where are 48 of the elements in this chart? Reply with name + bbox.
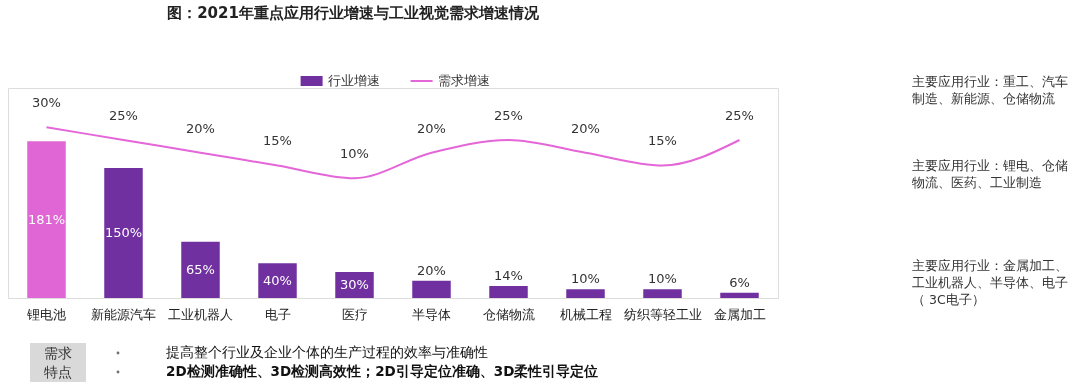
text: 提高整个行业及企业个体的生产过程的效率与准确性 xyxy=(166,344,488,360)
bar xyxy=(258,263,297,298)
data-label: 10% xyxy=(340,146,369,162)
bar xyxy=(566,289,605,298)
data-label: 10% xyxy=(571,271,600,287)
bar xyxy=(412,280,451,298)
data-label: 15% xyxy=(263,133,292,149)
text: 2D检测准确性、3D检测高效性；2D引导定位准确、3D柔性引导定位 xyxy=(166,363,599,379)
x-tick-label: 新能源汽车 xyxy=(91,306,156,322)
data-label: 30% xyxy=(340,277,369,293)
data-label: 40% xyxy=(263,272,292,288)
bar xyxy=(720,292,759,298)
x-tick-label: 电子 xyxy=(264,306,291,322)
data-label: 25% xyxy=(725,107,754,123)
x-tick-label: 纺织等轻工业 xyxy=(623,306,702,322)
x-tick-label: 仓储物流 xyxy=(482,306,535,322)
data-label: 20% xyxy=(186,120,215,136)
data-label: 181% xyxy=(27,211,66,227)
data-label: 150% xyxy=(104,225,143,241)
bar xyxy=(643,289,682,298)
x-tick-label: 医疗 xyxy=(341,306,368,322)
data-label: 25% xyxy=(109,107,138,123)
data-label: 14% xyxy=(494,267,523,283)
bar xyxy=(489,285,528,298)
chart-title: 图：2021年重点应用行业增速与工业视觉需求增速情况 xyxy=(167,4,540,22)
bar xyxy=(27,141,66,298)
data-label: 20% xyxy=(417,262,446,278)
data-label: 25% xyxy=(494,107,523,123)
text: 主要应用行业：锂电、仓储物流、医药、工业制造 xyxy=(912,158,1068,190)
text: 需求特点 xyxy=(44,345,72,380)
bar xyxy=(104,168,143,298)
bar xyxy=(181,241,220,298)
x-tick-label: 金属加工 xyxy=(713,306,766,322)
x-tick-label: 机械工程 xyxy=(559,306,612,322)
data-label: 20% xyxy=(571,120,600,136)
data-label: 15% xyxy=(648,133,677,149)
text: 主要应用行业：重工、汽车制造、新能源、仓储物流 xyxy=(912,74,1068,106)
data-label: 30% xyxy=(32,95,61,111)
x-tick-label: 锂电池 xyxy=(26,306,66,322)
data-label: 6% xyxy=(729,274,750,290)
text: 主要应用行业：金属加工、工业机器人、半导体、电子（ 3C电子） xyxy=(912,258,1068,307)
legend-label: 行业增速 xyxy=(327,73,380,88)
legend-label: 需求增速 xyxy=(437,73,490,88)
data-label: 20% xyxy=(417,120,446,136)
x-tick-label: 工业机器人 xyxy=(168,306,233,322)
data-label: 65% xyxy=(186,261,215,277)
data-label: 10% xyxy=(648,271,677,287)
x-tick-label: 半导体 xyxy=(412,306,451,322)
